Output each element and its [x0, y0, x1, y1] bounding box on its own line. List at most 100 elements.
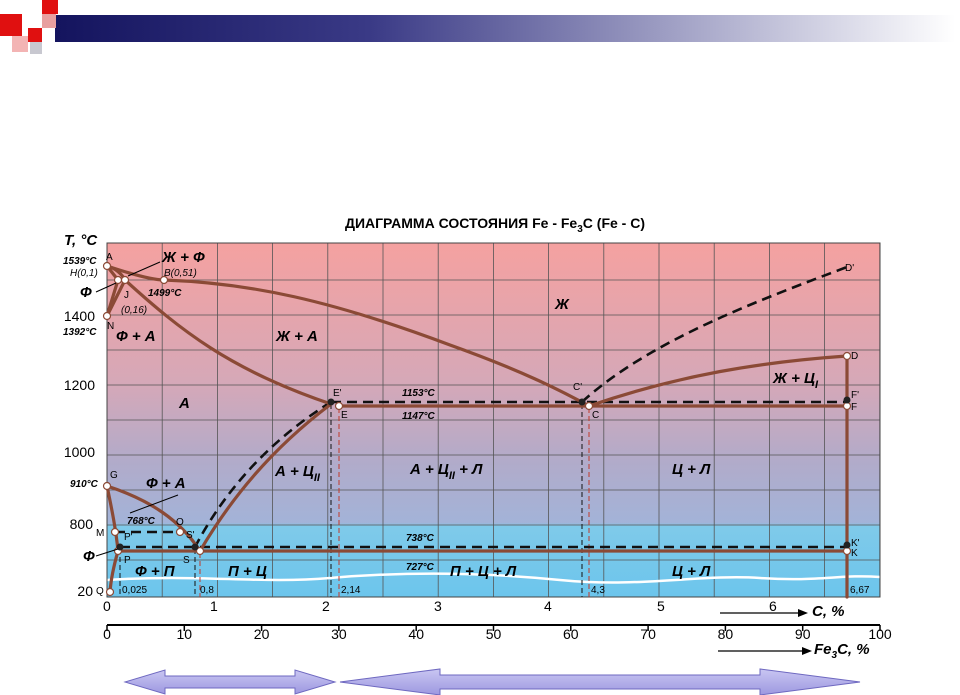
x-tick-label: 5 [657, 598, 665, 614]
point-label: K [851, 548, 858, 559]
composition-label: (0,16) [121, 305, 147, 316]
carbon-axis-label: C, % [812, 603, 845, 620]
phase-label: Ц + Л [672, 563, 711, 580]
x-tick-label: 2 [322, 598, 330, 614]
temperature-label: 1147°C [402, 411, 436, 422]
point-label: Q [96, 586, 104, 597]
point-label: O [176, 517, 184, 528]
point-label: M [96, 528, 104, 539]
phase-text: Ф + А [146, 475, 186, 492]
composition-label: 4,3 [591, 585, 605, 596]
x-tick-label: 50 [486, 626, 502, 642]
phase-sub: I [815, 379, 819, 391]
phase-text: Ф + А [116, 328, 156, 345]
title: ДИАГРАММА СОСТОЯНИЯ Fe - Fe3C (Fe - C) [345, 215, 645, 235]
phase-text: Ж + А [275, 328, 318, 345]
phase-text: А + Ц [409, 461, 449, 478]
carbon-ticks: 0 1 2 3 4 5 6 [103, 598, 777, 614]
temperature-axis-label: T, °C [64, 232, 98, 249]
composition-label: 2,14 [341, 585, 361, 596]
grid [107, 243, 881, 597]
phase-labels: Ж + Ф Ф Ф + А Ж + А Ж А Ж + ЦI А + ЦII А… [80, 249, 819, 580]
point-label: C' [573, 382, 582, 393]
cast-iron-range-arrow [339, 668, 861, 695]
phase-label: А + ЦII + Л [409, 461, 483, 482]
point-label: A [106, 252, 113, 263]
phase-label: А + ЦII [274, 463, 321, 484]
y-tick-label: 1000 [64, 444, 95, 460]
point-label: S [183, 555, 190, 566]
cementite-axis-label: Fe3C, % [814, 641, 870, 661]
phase-label: Ф + П [135, 563, 176, 580]
phase-text: Ж + Ф [161, 249, 205, 266]
phase-label: А [178, 395, 190, 412]
phase-text: П + Ц [228, 563, 267, 580]
phase-text: Ц + Л [672, 461, 711, 478]
y-tick-label: 20 [77, 583, 93, 599]
temperature-label: 1392°C [63, 327, 97, 338]
x-tick-label: 6 [769, 598, 777, 614]
phase-sub: II [449, 470, 456, 482]
phase-tail: + Л [455, 461, 483, 478]
title-sub: 3 [577, 224, 583, 235]
phase-label: Ф + А [146, 475, 186, 492]
break-line [106, 572, 881, 584]
plot-frame [106, 242, 881, 598]
temperature-label: 910°C [70, 479, 99, 490]
phase-label: Ж [554, 296, 570, 313]
cementite-ticks: 0 10 20 30 40 50 60 70 80 90 100 [103, 625, 892, 642]
x-tick-label: 80 [718, 626, 734, 642]
phase-text: А + Ц [274, 463, 314, 480]
phase-label: Ц + Л [672, 461, 711, 478]
point-label: F' [851, 390, 859, 401]
temperature-label: 1153°C [402, 388, 436, 399]
point-label: C [592, 410, 599, 421]
x-tick-label: 20 [254, 626, 270, 642]
title-tail: C (Fe - C) [583, 215, 645, 231]
temperature-label: 768°C [127, 516, 156, 527]
guide-lines [119, 404, 590, 597]
phase-text: Ф + П [135, 563, 176, 580]
x-tick-label: 30 [331, 626, 347, 642]
temperature-label: 727°C [406, 562, 435, 573]
carbon-arrow-head [798, 609, 808, 617]
cementite-arrow-head [802, 647, 812, 655]
x-tick-label: 60 [563, 626, 579, 642]
x-tick-label: 100 [868, 626, 892, 642]
composition-labels: H(0,1) B(0,51) (0,16) 0,025 0,8 2,14 4,3… [70, 268, 870, 596]
x-tick-label: 4 [544, 598, 552, 614]
x-tick-label: 3 [434, 598, 442, 614]
x-tick-label: 70 [640, 626, 656, 642]
x-tick-label: 0 [103, 598, 111, 614]
point-label: D [851, 351, 858, 362]
phase-label: Ж + ЦI [772, 370, 819, 391]
phase-text: Ф [80, 284, 92, 301]
temperature-labels: 1539°C 1499°C 1392°C 910°C 768°C 1153°C … [63, 256, 436, 573]
x-tick-label: 90 [795, 626, 811, 642]
point-label: P' [124, 532, 133, 543]
point-markers [102, 261, 852, 597]
x-tick-label: 0 [103, 626, 111, 642]
pointer-lines [95, 261, 179, 557]
phase-text: Ц + Л [672, 563, 711, 580]
point-label: N [107, 321, 114, 332]
temperature-label: 738°C [406, 533, 435, 544]
point-labels: A J N G M O P P' S S' Q E E' C C' F F' D… [96, 252, 860, 597]
y-tick-label: 1400 [64, 308, 95, 324]
point-label: P [124, 555, 131, 566]
phase-label: Ж + А [275, 328, 318, 345]
point-label: J [124, 290, 129, 301]
phase-sub: II [314, 472, 321, 484]
phase-label: Ф [80, 284, 92, 301]
point-label: E' [333, 388, 342, 399]
axis-label-tail: C, % [837, 641, 870, 658]
x-tick-label: 40 [408, 626, 424, 642]
phase-label: П + Ц + Л [450, 563, 517, 580]
phase-text: Ж [554, 296, 570, 313]
axis-label-text: Fe [814, 641, 832, 658]
point-label: D' [845, 263, 854, 274]
y-tick-label: 1200 [64, 377, 95, 393]
point-label: E [341, 410, 348, 421]
